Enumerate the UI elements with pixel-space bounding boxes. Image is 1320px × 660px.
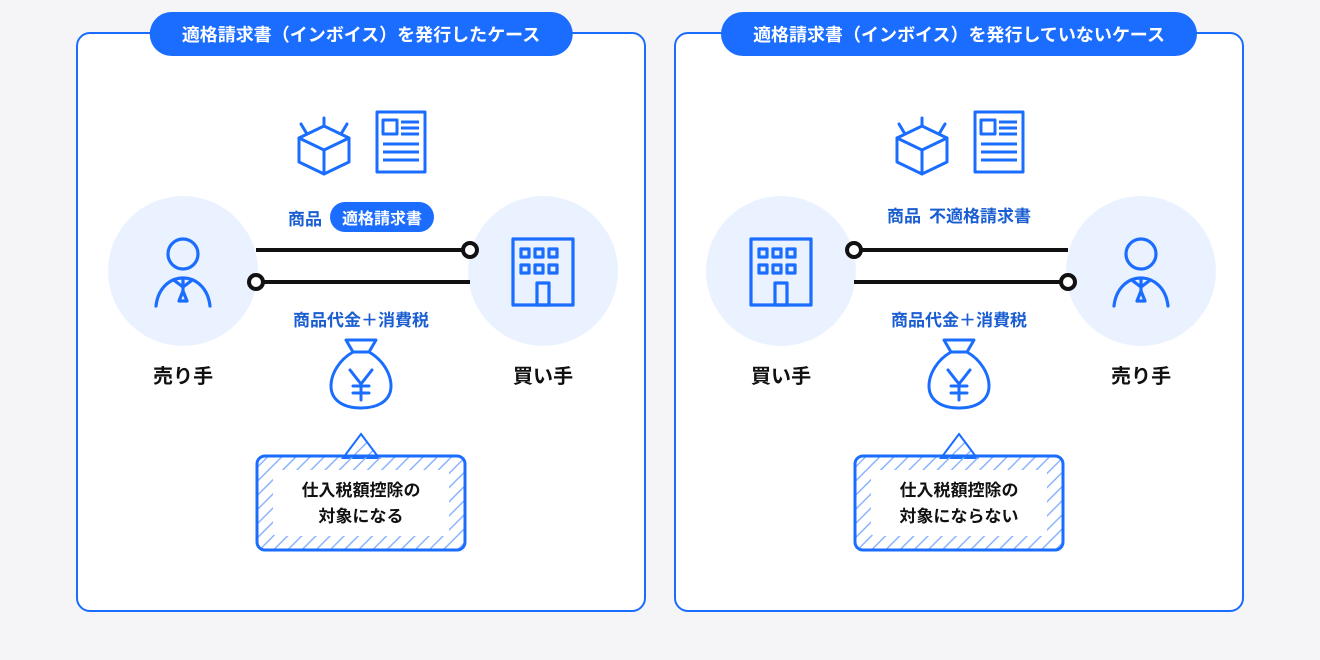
buyer-circle — [706, 196, 856, 346]
building-icon — [737, 227, 825, 315]
arrow-top-end — [845, 241, 863, 259]
seller-circle — [108, 196, 258, 346]
buyer-label: 買い手 — [706, 360, 856, 389]
document-icon — [969, 106, 1029, 178]
goods-invoice-labels: 商品 不適格請求書 — [887, 202, 1031, 227]
arrow-top — [854, 248, 1068, 252]
buyer-label: 買い手 — [468, 360, 618, 389]
panel-not-issued: 適格請求書（インボイス）を発行していないケース 買い手 売り手 — [674, 32, 1244, 612]
callout-line2: 対象になる — [251, 502, 471, 528]
product-label: 商品 — [887, 202, 921, 227]
building-icon — [499, 227, 587, 315]
seller-label: 売り手 — [1066, 360, 1216, 389]
callout: 仕入税額控除の 対象にならない — [849, 430, 1069, 565]
person-icon — [1096, 226, 1186, 316]
box-icon — [291, 112, 357, 178]
goods-invoice-icons — [291, 106, 431, 178]
arrow-top-end — [461, 241, 479, 259]
goods-invoice-labels: 商品 適格請求書 — [288, 202, 434, 232]
goods-invoice-icons — [889, 106, 1029, 178]
arrow-bottom-end — [1059, 273, 1077, 291]
arrow-top — [256, 248, 470, 252]
callout-line2: 対象にならない — [849, 502, 1069, 528]
invoice-label: 不適格請求書 — [929, 202, 1031, 227]
person-icon — [138, 226, 228, 316]
arrow-bottom — [256, 280, 470, 284]
panel-title-not-issued: 適格請求書（インボイス）を発行していないケース — [721, 12, 1197, 56]
box-icon — [889, 112, 955, 178]
arrow-bottom — [854, 280, 1068, 284]
callout-line1: 仕入税額控除の — [849, 476, 1069, 502]
panel-issued: 適格請求書（インボイス）を発行したケース 売り手 買い手 — [76, 32, 646, 612]
buyer-circle — [468, 196, 618, 346]
panel-title-issued: 適格請求書（インボイス）を発行したケース — [150, 12, 573, 56]
moneybag-icon — [924, 336, 994, 417]
product-label: 商品 — [288, 205, 322, 230]
payment-label: 商品代金＋消費税 — [293, 306, 429, 331]
moneybag-icon — [326, 336, 396, 417]
invoice-pill: 適格請求書 — [330, 202, 434, 232]
callout-line1: 仕入税額控除の — [251, 476, 471, 502]
callout: 仕入税額控除の 対象になる — [251, 430, 471, 565]
document-icon — [371, 106, 431, 178]
seller-label: 売り手 — [108, 360, 258, 389]
seller-circle — [1066, 196, 1216, 346]
arrow-bottom-end — [247, 273, 265, 291]
payment-label: 商品代金＋消費税 — [891, 306, 1027, 331]
